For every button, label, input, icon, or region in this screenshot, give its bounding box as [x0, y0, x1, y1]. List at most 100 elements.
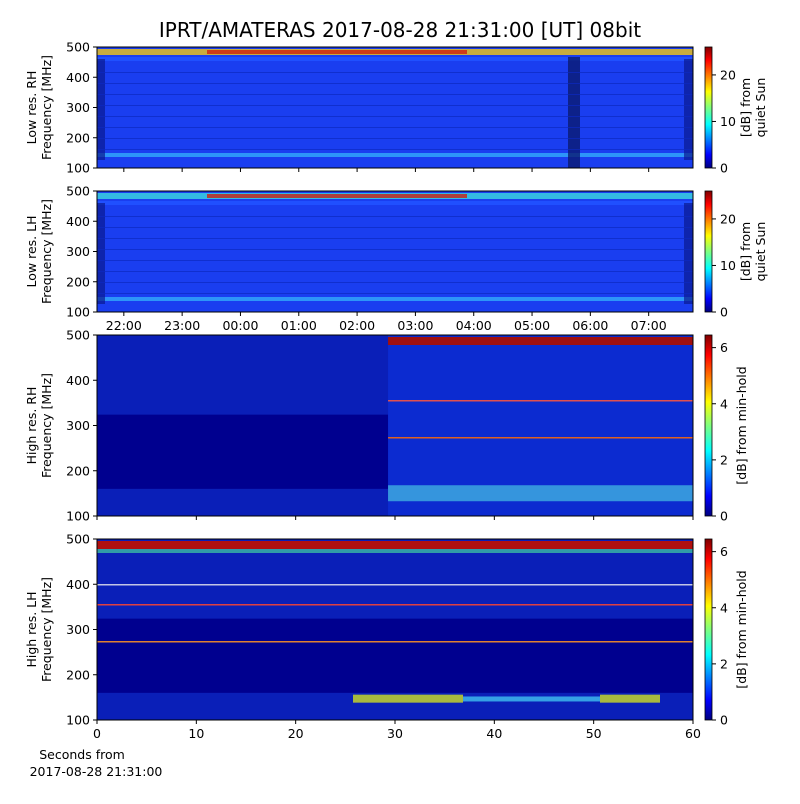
x-tick-label: 04:00 [456, 318, 492, 333]
colorbar [704, 538, 713, 721]
colorbar-tick-label: 0 [720, 713, 728, 728]
x-tick-label: 22:00 [106, 318, 142, 333]
spectrogram-band [600, 694, 660, 703]
colorbar-label: [dB] from [738, 78, 753, 137]
spectrogram-line [97, 116, 693, 117]
spectrogram-line [97, 138, 693, 139]
y-tick-label: 200 [66, 463, 90, 478]
spectrogram-band [97, 153, 693, 157]
colorbar-tick-label: 6 [720, 340, 728, 355]
spectrogram-band [97, 297, 693, 301]
colorbar-tick-label: 20 [720, 211, 736, 226]
spectrogram-band [353, 694, 463, 703]
spectrogram-band [463, 696, 600, 702]
colorbar-tick-label: 0 [720, 305, 728, 320]
spectrogram-edge [97, 203, 105, 304]
y-tick-label: 300 [66, 418, 90, 433]
y-tick-label: 100 [66, 305, 90, 320]
colorbar-tick-label: 10 [720, 114, 736, 129]
spectrogram-edge [568, 57, 580, 168]
spectrogram-edge [97, 59, 105, 160]
spectrogram-band [97, 57, 693, 61]
colorbar-tick-label: 4 [720, 396, 728, 411]
y-tick-label: 300 [66, 100, 90, 115]
y-tick-label: 200 [66, 130, 90, 145]
x-tick-label: 20 [288, 726, 304, 741]
y-tick-label: 400 [66, 70, 90, 85]
x-tick-label: 05:00 [514, 318, 550, 333]
x-tick-label: 10 [188, 726, 204, 741]
spectrogram-band [97, 201, 693, 205]
colorbar-label: [dB] from min-hold [734, 366, 749, 484]
y-axis-label: Frequency [MHz] [39, 55, 54, 160]
y-axis-label: High res. LH [24, 591, 39, 667]
spectrogram-line [97, 238, 693, 239]
x-tick-label: 40 [486, 726, 502, 741]
spectrogram-line [388, 400, 693, 402]
x-tick-label: 0 [93, 726, 101, 741]
x-tick-label: 03:00 [397, 318, 433, 333]
y-tick-label: 100 [66, 161, 90, 176]
spectrogram-line [97, 83, 693, 84]
spectrogram-line [97, 271, 693, 272]
spectrogram [97, 191, 693, 312]
spectrogram-line [97, 604, 693, 606]
y-tick-label: 500 [66, 40, 90, 55]
colorbar-tick-label: 0 [720, 161, 728, 176]
colorbar-tick-label: 6 [720, 544, 728, 559]
spectrogram [97, 47, 693, 168]
spectrogram-line [97, 216, 693, 217]
spectrogram-line [97, 260, 693, 261]
x-tick-label: 00:00 [222, 318, 258, 333]
colorbar-label: quiet Sun [753, 78, 768, 138]
spectrogram-line [97, 227, 693, 228]
spectrogram-line [97, 249, 693, 250]
colorbar [704, 46, 713, 169]
x-axis-label: Seconds from [39, 747, 125, 762]
y-tick-label: 300 [66, 622, 90, 637]
spectrogram-edge [684, 59, 693, 160]
spectrogram-band [97, 549, 693, 553]
spectrogram-band [207, 194, 467, 198]
y-tick-label: 200 [66, 274, 90, 289]
spectrogram-line [388, 437, 693, 439]
y-tick-label: 100 [66, 509, 90, 524]
x-tick-label: 01:00 [281, 318, 317, 333]
spectrogram-band [97, 541, 693, 549]
y-axis-label: Low res. LH [24, 216, 39, 288]
spectrogram-line [97, 641, 693, 643]
y-tick-label: 300 [66, 244, 90, 259]
spectrogram-band [388, 485, 693, 502]
spectrogram-band [388, 337, 693, 345]
x-tick-label: 60 [685, 726, 701, 741]
x-tick-label: 23:00 [164, 318, 200, 333]
spectrogram-band [207, 50, 467, 54]
x-tick-label: 07:00 [631, 318, 667, 333]
colorbar-tick-label: 20 [720, 67, 736, 82]
x-tick-label: 06:00 [572, 318, 608, 333]
colorbar-tick-label: 10 [720, 258, 736, 273]
y-axis-label: High res. RH [24, 387, 39, 465]
colorbar [704, 334, 713, 517]
x-tick-label: 50 [586, 726, 602, 741]
x-tick-label: 02:00 [339, 318, 375, 333]
colorbar-tick-label: 4 [720, 600, 728, 615]
colorbar-tick-label: 2 [720, 452, 728, 467]
colorbar [704, 190, 713, 313]
y-tick-label: 500 [66, 532, 90, 547]
spectrogram [97, 618, 693, 693]
y-tick-label: 400 [66, 373, 90, 388]
x-tick-label: 30 [387, 726, 403, 741]
colorbar-label: [dB] from [738, 222, 753, 281]
colorbar-label: quiet Sun [753, 222, 768, 282]
figure-title: IPRT/AMATERAS 2017-08-28 21:31:00 [UT] 0… [159, 18, 641, 42]
spectrogram-line [97, 584, 693, 586]
spectrogram-line [97, 293, 693, 294]
spectrogram-line [97, 282, 693, 283]
colorbar-tick-label: 2 [720, 656, 728, 671]
y-tick-label: 100 [66, 713, 90, 728]
spectrogram-line [97, 149, 693, 150]
spectrogram-line [97, 127, 693, 128]
colorbar-tick-label: 0 [720, 509, 728, 524]
